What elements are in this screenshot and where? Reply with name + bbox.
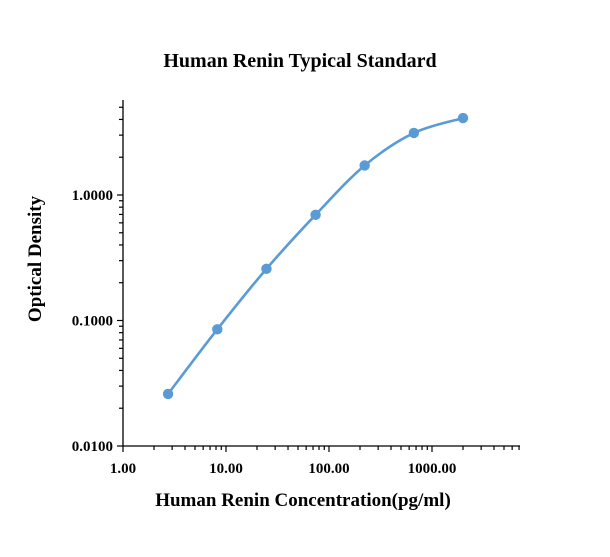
series-layer <box>162 112 469 400</box>
x-tick-label: 10.00 <box>209 461 243 477</box>
y-axis: 0.0100 0.1000 1.0000 <box>72 100 124 455</box>
data-point <box>310 209 321 221</box>
chart-title: Human Renin Typical Standard <box>163 50 436 72</box>
y-tick-label: 0.0100 <box>72 439 113 455</box>
x-axis-label: Human Renin Concentration(pg/ml) <box>155 490 451 511</box>
y-tick-label: 1.0000 <box>72 188 113 204</box>
data-point <box>359 160 370 171</box>
series-line <box>167 116 464 395</box>
data-point <box>261 263 272 275</box>
data-point <box>457 112 469 124</box>
data-point <box>408 127 420 139</box>
data-point <box>212 324 223 335</box>
y-tick-label: 0.1000 <box>72 314 113 330</box>
y-axis-label: Optical Density <box>25 195 46 322</box>
x-tick-label: 1.00 <box>110 461 136 477</box>
x-tick-label: 100.00 <box>308 461 349 477</box>
x-axis: 1.00 10.00 100.00 1000.00 <box>110 445 520 477</box>
data-point <box>162 388 174 400</box>
x-tick-label: 1000.00 <box>408 461 457 477</box>
